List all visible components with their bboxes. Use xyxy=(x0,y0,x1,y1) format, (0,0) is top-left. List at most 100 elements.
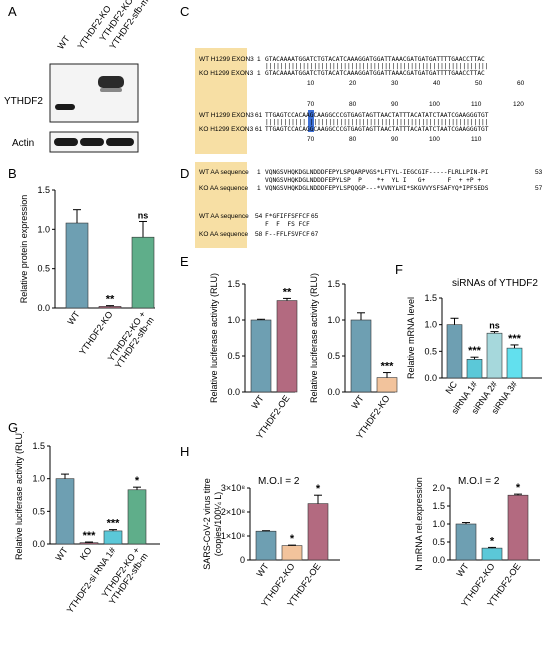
significance-label: * xyxy=(135,475,140,487)
y-tick-label: 1.0 xyxy=(327,315,340,325)
tick: 50 xyxy=(475,80,483,87)
y-tick-label: 0.0 xyxy=(432,555,445,565)
category-label: WT xyxy=(454,561,471,579)
significance-label: *** xyxy=(508,333,522,345)
panel-letter-b: B xyxy=(8,166,17,181)
bar xyxy=(79,542,99,545)
significance-label: *** xyxy=(107,518,121,530)
tick: 90 xyxy=(391,136,399,143)
band-label-actin: Actin xyxy=(12,138,34,149)
bar xyxy=(255,530,277,561)
y-tick-label: 0.5 xyxy=(424,346,437,356)
aa-seq: F*GFIFFSFFCF xyxy=(265,213,310,220)
chart-f: 0.0 0.5 1.0 1.5 Relative mRNA level siRNAs of… xyxy=(406,278,542,416)
blot-ythdf2-box xyxy=(49,63,139,123)
chart-g: 0.0 0.5 1.0 1.5 Relative luciferase activity… xyxy=(14,432,160,615)
significance-label: ns xyxy=(138,210,149,220)
tick: 120 xyxy=(513,101,524,108)
y-axis-label: Relative luciferase activity (RLU) xyxy=(14,432,24,560)
aa-end: 67 xyxy=(311,231,319,238)
panel-letter-a: A xyxy=(8,4,17,19)
bar xyxy=(131,236,155,309)
significance-label: * xyxy=(290,533,295,545)
chart-e2: 0.0 0.5 1.0 1.5 Relative luciferase activity… xyxy=(309,273,398,441)
significance-label: *** xyxy=(381,361,395,373)
tick: 20 xyxy=(349,80,357,87)
alignment-c: WT H1299 EXON3 1 GTACAAAATGGATCTGTACATCA… xyxy=(195,48,547,154)
aa-label: WT AA sequence xyxy=(199,213,249,220)
bar xyxy=(281,545,303,561)
bar xyxy=(350,319,372,393)
panel-letter-f: F xyxy=(395,262,403,277)
significance-label: * xyxy=(516,482,521,494)
category-label: WT xyxy=(254,561,271,579)
significance-label: ** xyxy=(283,286,292,298)
lane-label-wt: WT xyxy=(55,34,72,52)
significance-label: ns xyxy=(489,321,500,331)
alignment-d: WT AA sequence 1 VQNGSVHQKDGLNDDDFEPYLSP… xyxy=(195,162,547,248)
bar xyxy=(65,222,89,309)
aa-label: WT AA sequence xyxy=(199,169,249,176)
tick: 30 xyxy=(391,80,399,87)
y-tick-label: 1.0 xyxy=(227,315,240,325)
y-tick-label: 0.0 xyxy=(37,303,50,313)
y-axis-label-line: (copies/100¼ L) xyxy=(213,492,223,557)
seq-label: KO H1299 EXON3 xyxy=(199,70,254,77)
alignment-d-svg: WT AA sequence 1 VQNGSVHQKDGLNDDDFEPYLSP… xyxy=(199,169,543,238)
y-tick-label: 2.0 xyxy=(432,483,445,493)
western-blot: WT YTHDF2-KO YTHDF2-KO + YTHDF2-sfb-m YT… xyxy=(4,0,150,153)
category-label: YTHDF2-KO xyxy=(77,309,114,357)
significance-label: *** xyxy=(468,345,482,357)
aa-seq: VQNGSVHQKDGLNDDDFEPYLSPQQGP---*VVNYLHI*S… xyxy=(265,185,489,192)
y-tick-label: 0.0 xyxy=(424,373,437,383)
y-tick-label: 1.0 xyxy=(32,474,45,484)
seq-text: GTACAAAATGGATCTGTACATCAAAGGATGGATTAAACGA… xyxy=(265,56,485,63)
panel-letter-c: C xyxy=(180,4,190,19)
panel-letter-e: E xyxy=(180,254,189,269)
bar xyxy=(127,489,147,545)
y-tick-label: 1.5 xyxy=(32,441,45,451)
category-label: WT xyxy=(53,545,70,563)
tick: 80 xyxy=(349,136,357,143)
seq-label: WT H1299 EXON3 xyxy=(199,112,254,119)
aa-label: KO AA sequence xyxy=(199,231,249,238)
panel-letter-d: D xyxy=(180,166,190,181)
y-tick-label: 1.0 xyxy=(37,224,50,234)
y-tick-label: 0.5 xyxy=(32,506,45,516)
y-axis-label: N mRNA rel.expression xyxy=(414,477,424,571)
band-actin-ko xyxy=(80,138,104,146)
category-label-line: WT xyxy=(254,561,271,579)
y-tick-label: 1.5 xyxy=(432,501,445,511)
chart-h2: 0.0 0.5 1.0 1.5 2.0 N mRNA rel.expression M.O.… xyxy=(414,476,540,609)
bar xyxy=(446,324,463,379)
y-tick-label: 1.0 xyxy=(432,519,445,529)
bar xyxy=(455,523,477,561)
category-label: WT xyxy=(349,393,366,411)
aa-start: 1 xyxy=(257,169,261,176)
seq-text: GTACAAAATGGATCTGTACATCAAAGGATGGATTAAACGA… xyxy=(265,70,485,77)
tick: 110 xyxy=(471,101,482,108)
tick: 40 xyxy=(433,80,441,87)
tick: 100 xyxy=(429,101,440,108)
y-tick-label: 0.0 xyxy=(32,539,45,549)
tick: 70 xyxy=(307,101,315,108)
y-tick-label: 0.5 xyxy=(432,537,445,547)
bar xyxy=(506,347,523,379)
y-tick-label: 1×10⁸ xyxy=(221,531,245,541)
seq-text: TTGAGTCCACAAGCAAGGCCCGTGAGTAGTTAACTATTTA… xyxy=(265,112,489,119)
seq-text: TTGAGTCCACAGGCAAGGCCCGTGAGTAGTTAACTATTTA… xyxy=(265,126,489,133)
aa-start: 54 xyxy=(255,213,263,220)
bar xyxy=(103,530,123,545)
chart-title: M.O.I = 2 xyxy=(458,476,500,487)
significance-label: *** xyxy=(83,530,97,542)
category-label-line: WT xyxy=(249,393,266,411)
bar xyxy=(507,494,529,561)
category-label: WT xyxy=(249,393,266,411)
category-label-line: NC xyxy=(443,379,459,396)
bar xyxy=(376,377,398,393)
chart-e1: 0.0 0.5 1.0 1.5 Relative luciferase activity… xyxy=(209,273,298,441)
category-label: NC xyxy=(443,379,459,396)
alignment-c-svg: WT H1299 EXON3 1 GTACAAAATGGATCTGTACATCA… xyxy=(199,56,525,143)
y-tick-label: 1.5 xyxy=(424,293,437,303)
aa-seq: F F FS FCF xyxy=(265,221,310,228)
